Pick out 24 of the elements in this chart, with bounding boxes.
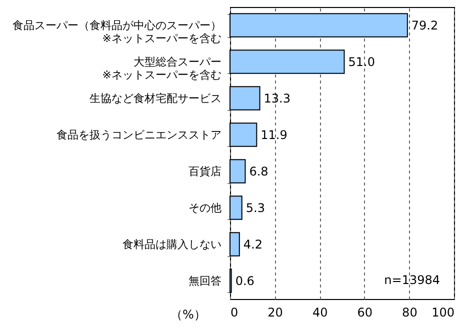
data-label: 13.3 <box>264 91 291 106</box>
x-tick-label: 0 <box>230 306 238 320</box>
x-tick-label: 100 <box>432 306 454 320</box>
x-axis-title: （%） <box>170 308 206 322</box>
data-label: 4.2 <box>243 237 262 252</box>
y-tick-label: 食品を扱うコンビニエンスストア <box>56 128 222 142</box>
data-label: 51.0 <box>348 54 375 69</box>
data-label: 6.8 <box>249 164 268 178</box>
data-label: 79.2 <box>411 18 438 32</box>
y-tick-label: 大型総合スーパー ※ネットスーパーを含む <box>102 55 222 82</box>
data-label: 0.6 <box>235 274 254 288</box>
data-label: 5.3 <box>246 200 265 215</box>
x-tick-label: 60 <box>357 306 373 320</box>
y-tick-label: 百貨店 <box>188 164 222 178</box>
x-tick-label: 40 <box>312 306 328 320</box>
y-tick-label: 食品スーパー（食料品が中心のスーパー） ※ネットスーパーを含む <box>12 18 222 45</box>
y-tick-label: 無回答 <box>188 274 222 288</box>
y-tick-label: 食料品は購入しない <box>122 238 222 251</box>
data-label: 11.9 <box>260 128 288 142</box>
annotation: n=13984 <box>384 273 440 287</box>
y-tick-label: その他 <box>188 201 222 214</box>
y-tick-label: 生協など食材宅配サービス <box>90 92 222 105</box>
x-tick-label: 20 <box>268 306 283 320</box>
x-tick-label: 80 <box>402 306 418 320</box>
